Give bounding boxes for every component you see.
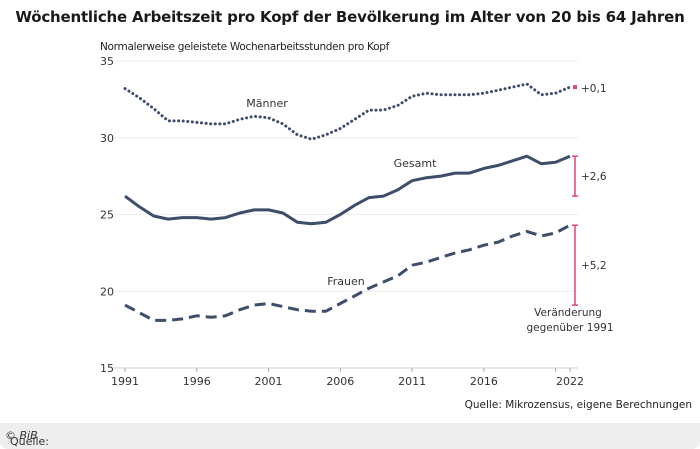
x-tick-label: 2006 (326, 375, 354, 388)
change-note-line1: Veränderung (534, 307, 602, 319)
series-line-frauen (124, 223, 571, 322)
y-axis-label: Normalerweise geleistete Wochenarbeitsst… (100, 41, 389, 53)
x-tick-label: 2022 (556, 375, 584, 388)
footer-prefix: Quelle: (10, 435, 49, 448)
footer-bar: Quelle: © BiB (0, 423, 700, 449)
series-label: Frauen (327, 275, 365, 288)
x-axis: 1991 1996 2001 2006 2011 2016 2022 (111, 367, 584, 388)
x-tick-label: 2016 (470, 375, 498, 388)
footer-copyright: © BiB (5, 429, 38, 442)
series-line-mnner (123, 82, 572, 141)
series-label: Gesamt (394, 157, 437, 170)
change-note-line2: gegenüber 1991 (526, 322, 613, 334)
series-lines (123, 82, 572, 322)
x-tick-label: 1991 (111, 375, 139, 388)
series-label: Männer (246, 97, 288, 110)
y-tick-label: 15 (100, 362, 114, 375)
change-label: +5,2 (581, 260, 607, 272)
change-markers: +0,1 +2,6 +5,2 (572, 83, 607, 306)
change-marker (573, 85, 577, 90)
change-label: +0,1 (581, 83, 607, 95)
series-line-gesamt (124, 154, 571, 226)
y-tick-label: 25 (100, 209, 114, 222)
y-tick-label: 20 (100, 285, 114, 298)
y-tick-label: 30 (100, 132, 114, 145)
x-tick-label: 2001 (255, 375, 283, 388)
chart-title: Wöchentliche Arbeitszeit pro Kopf der Be… (15, 8, 685, 26)
x-tick-label: 1996 (183, 375, 211, 388)
y-tick-label: 35 (100, 55, 114, 68)
x-tick-label: 2011 (398, 375, 426, 388)
y-tick-labels: 15 20 25 30 35 (100, 55, 114, 375)
footer-source: Quelle: © BiB (5, 429, 49, 448)
data-source: Quelle: Mikrozensus, eigene Berechnungen (464, 399, 692, 411)
gridlines (114, 60, 578, 292)
series-labels: Männer Gesamt Frauen (246, 97, 437, 288)
change-label: +2,6 (581, 171, 607, 183)
